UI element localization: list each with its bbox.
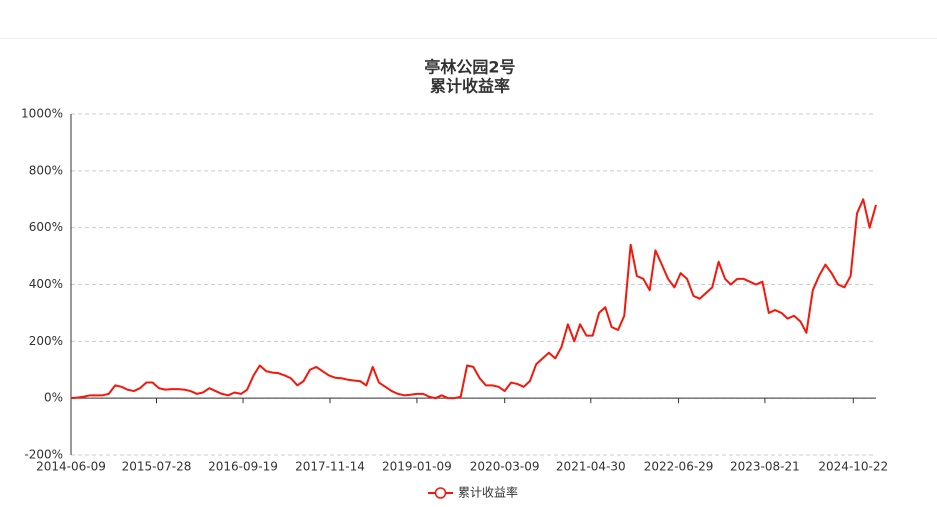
data-line xyxy=(70,198,877,400)
x-tick-label: 2024-10-22 xyxy=(818,460,888,474)
y-tick-label: -200% xyxy=(24,448,63,462)
x-tick-label: 2020-03-09 xyxy=(470,460,540,474)
legend-label: 累计收益率 xyxy=(458,485,518,500)
x-tick-label: 2023-08-21 xyxy=(730,460,800,474)
y-tick-label: 800% xyxy=(29,163,63,177)
legend-marker xyxy=(434,487,447,499)
y-tick-label: 600% xyxy=(29,220,63,234)
chart-subtitle: 累计收益率 xyxy=(430,77,510,96)
x-tick-label: 2021-04-30 xyxy=(556,460,626,474)
x-tick-label: 2017-11-14 xyxy=(295,460,365,474)
chart-title: 亭林公园2号 xyxy=(424,58,515,77)
x-tick-label: 2015-07-28 xyxy=(122,460,192,474)
x-tick-label: 2019-01-09 xyxy=(382,460,452,474)
x-tick-label: 2022-06-29 xyxy=(644,460,714,474)
y-tick-label: 400% xyxy=(29,277,63,291)
x-tick-label: 2016-09-19 xyxy=(208,460,278,474)
y-tick-label: 0% xyxy=(44,391,63,405)
y-tick-label: 200% xyxy=(29,334,63,348)
y-tick-label: 1000% xyxy=(21,107,63,121)
x-tick-label: 2014-06-09 xyxy=(36,460,106,474)
